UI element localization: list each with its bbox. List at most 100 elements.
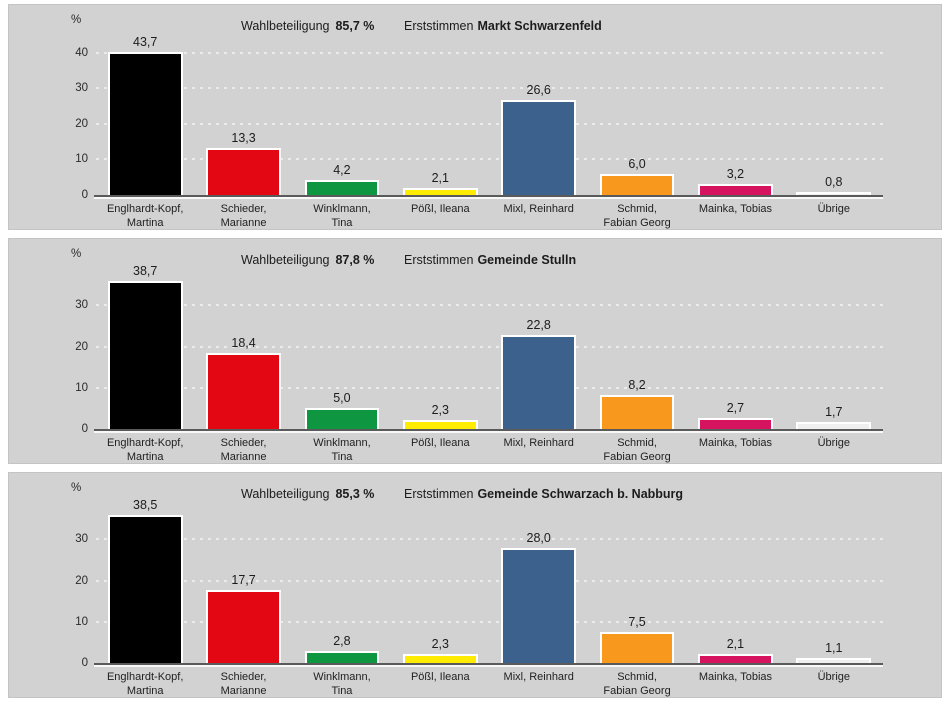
category-label: Mixl, Reinhard [503, 671, 574, 683]
bar [107, 515, 183, 663]
bar-value-label: 18,4 [231, 336, 256, 350]
category-label: Mainka, Tobias [698, 203, 773, 215]
bar [501, 548, 577, 663]
bar [402, 654, 478, 663]
bar-value-label: 0,8 [825, 175, 843, 189]
chart-title-region: Gemeinde Stulln [477, 253, 577, 267]
x-axis-line [94, 195, 883, 197]
bar [206, 148, 281, 195]
bar-column: 0,8 [785, 35, 883, 195]
bar-column: 4,2 [293, 35, 391, 195]
x-axis-line [94, 429, 883, 431]
turnout-text: Wahlbeteiligung [241, 487, 330, 501]
bar [599, 395, 675, 429]
bar-column: 2,1 [686, 498, 784, 663]
bar-column: 43,7 [96, 35, 194, 195]
chart-panel-gemeinde-stulln: % Wahlbeteiligung 87,8 % Erststimmen Gemei… [8, 238, 942, 464]
category-label: Schieder, Marianne [220, 671, 267, 698]
bars-container: 43,7 13,3 4,2 2,1 26,6 6,0 3,2 0,8 [96, 35, 883, 195]
bar [599, 632, 675, 663]
plot-area: 0 10 20 30 38,7 18,4 5,0 2,3 22,8 8,2 2,7 1,7 Englha… [75, 264, 883, 463]
bar [402, 420, 478, 429]
bar [206, 353, 281, 429]
turnout-text: Wahlbeteiligung [241, 253, 330, 267]
bar-value-label: 38,7 [133, 264, 158, 278]
y-tick-label-30: 30 [75, 82, 88, 95]
category-label: Übrige [817, 203, 851, 215]
bar-value-label: 43,7 [133, 35, 158, 49]
category-label: Pößl, Ileana [410, 437, 470, 449]
category-label: Winklmann, Tina [313, 437, 371, 464]
bar-value-label: 8,2 [628, 378, 646, 392]
bar-column: 2,7 [686, 264, 784, 429]
category-label: Schmid, Fabian Georg [603, 203, 671, 230]
y-tick-label-40: 40 [75, 46, 88, 59]
turnout-value: 85,7 % [335, 19, 375, 33]
bar [501, 335, 577, 429]
turnout-label: Wahlbeteiligung 85,3 % [241, 487, 374, 501]
bar-column: 18,4 [194, 264, 292, 429]
x-axis-line [94, 663, 883, 665]
category-label: Englhardt-Kopf, Martina [106, 437, 184, 464]
bar-value-label: 28,0 [526, 531, 551, 545]
bar-column: 6,0 [588, 35, 686, 195]
chart-title: Erststimmen Gemeinde Stulln [404, 253, 576, 267]
category-label: Mixl, Reinhard [503, 203, 574, 215]
bar-column: 5,0 [293, 264, 391, 429]
bar-value-label: 13,3 [231, 131, 256, 145]
category-label: Mixl, Reinhard [503, 437, 574, 449]
bar-value-label: 2,8 [333, 634, 351, 648]
bar-value-label: 1,1 [825, 641, 843, 655]
bar-value-label: 3,2 [726, 167, 745, 181]
y-tick-label-0: 0 [81, 423, 88, 435]
gridline-10 [96, 620, 883, 623]
bar-column: 8,2 [588, 264, 686, 429]
bar-column: 1,7 [785, 264, 883, 429]
gridline-10 [96, 158, 883, 161]
bar-value-label: 2,7 [726, 401, 745, 415]
bar [107, 52, 183, 195]
gridline-30 [96, 538, 883, 541]
y-axis-unit-label: % [71, 14, 82, 26]
bar [501, 100, 577, 195]
bar [304, 180, 380, 195]
category-label: Schieder, Marianne [220, 203, 267, 230]
chart-title: Erststimmen Gemeinde Schwarzach b. Nabbur… [404, 487, 683, 501]
bar [402, 188, 478, 195]
bar-value-label: 2,3 [431, 403, 449, 417]
bar [304, 408, 380, 429]
y-tick-label-20: 20 [75, 340, 88, 353]
bar-value-label: 17,7 [231, 573, 256, 587]
chart-panel-markt-schwarzenfeld: % Wahlbeteiligung 85,7 % Erststimmen Markt… [8, 4, 942, 230]
chart-title: Erststimmen Markt Schwarzenfeld [404, 19, 602, 33]
bar [796, 422, 872, 429]
bar-column: 22,8 [490, 264, 588, 429]
bar-column: 1,1 [785, 498, 883, 663]
gridline-20 [96, 579, 883, 582]
category-label: Pößl, Ileana [410, 203, 470, 215]
chart-title-region: Gemeinde Schwarzach b. Nabburg [477, 487, 684, 501]
bar-column: 28,0 [490, 498, 588, 663]
category-labels: Englhardt-Kopf, Martina Schieder, Mariann… [96, 202, 883, 231]
bar-value-label: 1,7 [825, 405, 843, 419]
turnout-value: 87,8 % [335, 253, 375, 267]
bar [599, 174, 675, 195]
bar-column: 7,5 [588, 498, 686, 663]
bar [698, 654, 773, 663]
category-label: Winklmann, Tina [313, 671, 371, 698]
bar-column: 13,3 [194, 35, 292, 195]
bar [698, 418, 773, 429]
category-label: Schmid, Fabian Georg [603, 437, 671, 464]
bar-column: 2,1 [391, 35, 489, 195]
bar-column: 2,3 [391, 498, 489, 663]
turnout-value: 85,3 % [335, 487, 375, 501]
bar-column: 26,6 [490, 35, 588, 195]
plot-area: 0 10 20 30 40 43,7 13,3 4,2 2,1 26,6 6,0 3,2 0,8 Engl… [75, 35, 883, 229]
chart-title-region: Markt Schwarzenfeld [477, 19, 602, 33]
bar-column: 17,7 [194, 498, 292, 663]
bar-value-label: 2,3 [431, 637, 449, 651]
category-label: Übrige [817, 671, 851, 683]
category-label: Englhardt-Kopf, Martina [106, 671, 184, 698]
bars-container: 38,5 17,7 2,8 2,3 28,0 7,5 2,1 1,1 [96, 498, 883, 663]
